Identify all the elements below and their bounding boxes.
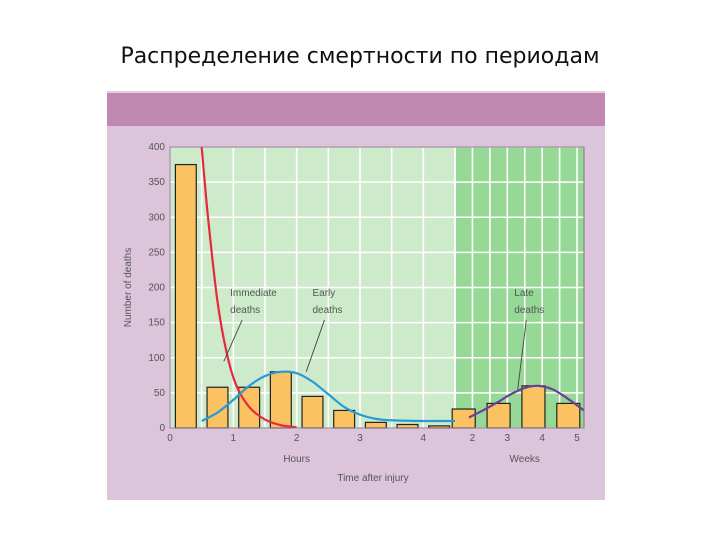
y-tick-label: 100 [148,353,165,364]
y-tick-label: 300 [148,212,165,223]
annotation-label: deaths [313,305,343,316]
y-tick-label: 250 [148,247,165,258]
annotation-label: deaths [230,305,260,316]
bar-hours-4 [301,395,324,429]
bar-weeks-11 [521,385,546,429]
bar-hours-7 [396,423,419,429]
y-tick-label: 200 [148,283,165,294]
y-axis-title: Number of deaths [123,248,134,328]
annotation-pointer [223,319,243,362]
curve-early-deaths [201,370,456,423]
weeks-axis-label: Weeks [510,454,540,465]
y-tick-label: 150 [148,318,165,329]
y-tick-label: 350 [148,177,165,188]
bar-weeks-12 [556,402,581,429]
x-tick-label-weeks: 2 [470,433,476,444]
bar-weeks-9 [451,408,476,429]
bar-hours-5 [333,409,356,429]
curve-late-deaths [468,384,585,419]
bar-hours-6 [364,421,387,429]
y-tick-label: 400 [148,142,165,153]
annotation-label: Early [313,288,336,299]
annotation-label: deaths [514,305,544,316]
x-tick-label-weeks: 4 [539,433,545,444]
x-tick-label-hours: 2 [294,433,300,444]
x-tick-label-hours: 0 [167,433,173,444]
x-tick-label-hours: 4 [421,433,427,444]
y-tick-label: 50 [154,388,166,399]
x-axis-title: Time after injury [337,473,408,484]
annotation-pointer [305,319,325,372]
plot-frame [169,146,585,429]
annotation-pointer [517,319,527,390]
annotation-label: Immediate [230,288,277,299]
figure-panel: 0 50 100 150 200 250 300 350 400 0 1 2 3 4 2 3 4 5 Hours We… [107,91,605,500]
curve-immediate-deaths [200,146,297,428]
mortality-chart: 0 50 100 150 200 250 300 350 400 0 1 2 3 4 2 3 4 5 Hours We… [123,142,585,484]
x-tick-label-hours: 3 [357,433,363,444]
y-tick-label: 0 [159,423,165,434]
bar-hours-3 [269,371,292,429]
figure-header-band [107,91,605,126]
x-tick-label-weeks: 5 [574,433,580,444]
slide-title: Распределение смертности по периодам [120,44,600,69]
annotation-label: Late [514,288,534,299]
bar-hours-0 [174,163,197,429]
hours-axis-label: Hours [283,454,310,465]
x-tick-label-weeks: 3 [505,433,511,444]
x-tick-label-hours: 1 [231,433,237,444]
